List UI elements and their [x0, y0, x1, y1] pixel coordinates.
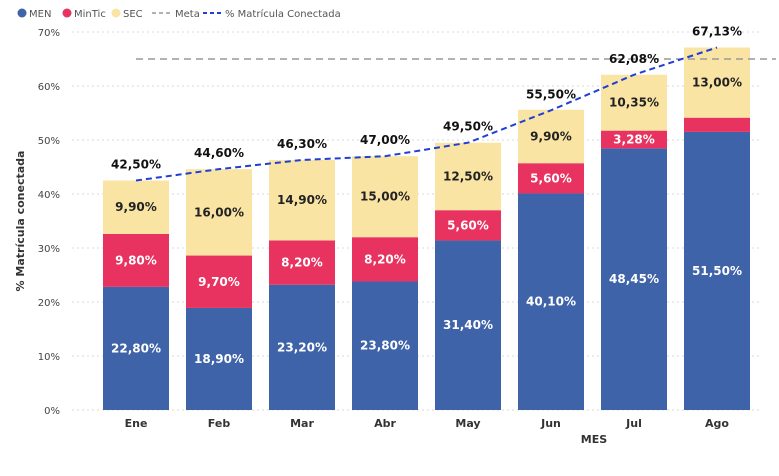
bar-sec-may[interactable]: [435, 142, 501, 211]
data-label-mintic: 9,70%: [198, 275, 240, 289]
data-label-sec: 15,00%: [360, 190, 410, 204]
trend-line-group: [135, 46, 718, 182]
x-axis-title: MES: [581, 433, 607, 446]
total-label: 42,50%: [111, 158, 161, 172]
bar-men-feb[interactable]: [186, 307, 252, 410]
bar-mintic-mar[interactable]: [269, 240, 335, 285]
y-axis-title: % Matrícula conectada: [14, 151, 27, 292]
bar-men-jun[interactable]: [518, 193, 584, 410]
y-tick-label: 30%: [38, 244, 60, 255]
data-label-men: 40,10%: [526, 295, 576, 309]
y-tick-label: 70%: [38, 28, 60, 39]
bar-sec-ene[interactable]: [103, 180, 169, 234]
data-label-men: 23,80%: [360, 339, 410, 353]
total-label: 49,50%: [443, 120, 493, 134]
legend-marker-sec: [111, 8, 121, 18]
data-label-mintic: 5,60%: [530, 171, 572, 185]
bar-men-mar[interactable]: [269, 284, 335, 410]
data-label-mintic: 9,80%: [115, 253, 157, 267]
bar-sec-abr[interactable]: [352, 156, 418, 238]
data-label-mintic: 8,20%: [281, 256, 323, 270]
data-label-mintic: 3,28%: [613, 133, 655, 147]
y-axis-ticks: 0% 10% 20% 30% 40% 50% 60% 70%: [38, 28, 60, 417]
bars: [103, 47, 750, 410]
data-label-mintic: 5,60%: [447, 218, 489, 232]
bar-mintic-ene[interactable]: [103, 233, 169, 287]
y-tick-label: 20%: [38, 298, 60, 309]
y-tick-label: 50%: [38, 136, 60, 147]
segment-labels: 22,80% 9,80% 9,90% 18,90% 9,70% 16,00% 23,20% 8…: [111, 76, 742, 366]
data-label-sec: 12,50%: [443, 169, 493, 183]
legend-label[interactable]: SEC: [123, 9, 143, 20]
legend-label[interactable]: MEN: [29, 9, 51, 20]
bar-men-may[interactable]: [435, 240, 501, 410]
x-tick-label: May: [455, 417, 480, 430]
data-label-men: 18,90%: [194, 352, 244, 366]
y-tick-label: 60%: [38, 82, 60, 93]
x-tick-label: Ago: [705, 417, 729, 430]
data-label-men: 48,45%: [609, 272, 659, 286]
trend-line: [135, 46, 718, 182]
total-labels: 42,50% 44,60% 46,30% 47,00% 49,50% 55,50% 62,0…: [111, 24, 742, 171]
x-tick-label: Ene: [125, 417, 148, 430]
bar-mintic-abr[interactable]: [352, 237, 418, 282]
bar-mintic-ago[interactable]: [684, 117, 750, 132]
x-tick-label: Jun: [540, 417, 561, 430]
x-tick-label: Mar: [290, 417, 314, 430]
x-tick-label: Jul: [625, 417, 642, 430]
y-tick-label: 10%: [38, 352, 60, 363]
x-axis-ticks: Ene Feb Mar Abr May Jun Jul Ago: [125, 417, 730, 430]
bar-sec-feb[interactable]: [186, 169, 252, 256]
legend-marker-mintic: [62, 8, 72, 18]
bar-sec-mar[interactable]: [269, 159, 335, 241]
bar-men-ago[interactable]: [684, 131, 750, 410]
bar-mintic-jul[interactable]: [601, 130, 667, 149]
data-label-mintic: 8,20%: [364, 252, 406, 266]
x-tick-label: Feb: [208, 417, 231, 430]
bar-mintic-jun[interactable]: [518, 163, 584, 194]
total-label: 46,30%: [277, 137, 327, 151]
data-label-men: 22,80%: [111, 341, 161, 355]
bar-men-ene[interactable]: [103, 286, 169, 410]
data-label-sec: 9,90%: [115, 200, 157, 214]
y-tick-label: 0%: [44, 406, 60, 417]
bar-mintic-feb[interactable]: [186, 255, 252, 308]
bar-men-jul[interactable]: [601, 148, 667, 410]
legend-label[interactable]: Meta: [175, 9, 200, 20]
legend-label[interactable]: % Matrícula Conectada: [225, 8, 341, 20]
bar-men-abr[interactable]: [352, 281, 418, 410]
legend-marker-men: [17, 8, 27, 18]
bar-sec-jul[interactable]: [601, 74, 667, 131]
data-label-sec: 10,35%: [609, 96, 659, 110]
total-label: 44,60%: [194, 146, 244, 160]
y-tick-label: 40%: [38, 190, 60, 201]
total-label: 55,50%: [526, 87, 576, 101]
legend: MEN MinTic SEC Meta % Matrícula Conectada: [17, 8, 341, 20]
data-label-sec: 13,00%: [692, 76, 742, 90]
total-label: 62,08%: [609, 52, 659, 66]
data-label-men: 51,50%: [692, 264, 742, 278]
data-label-men: 31,40%: [443, 318, 493, 332]
data-label-sec: 16,00%: [194, 205, 244, 219]
data-label-sec: 14,90%: [277, 193, 327, 207]
total-label: 47,00%: [360, 133, 410, 147]
bar-mintic-may[interactable]: [435, 210, 501, 241]
legend-label[interactable]: MinTic: [74, 9, 106, 20]
x-tick-label: Abr: [374, 417, 396, 430]
data-label-sec: 9,90%: [530, 129, 572, 143]
data-label-men: 23,20%: [277, 340, 327, 354]
total-label: 67,13%: [692, 24, 742, 38]
